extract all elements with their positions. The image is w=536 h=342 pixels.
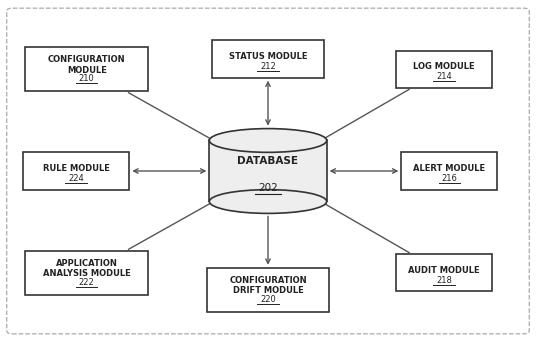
- Text: 214: 214: [436, 72, 452, 81]
- Text: DATABASE: DATABASE: [237, 156, 299, 166]
- Bar: [23, 152, 129, 190]
- Bar: [396, 51, 492, 88]
- Polygon shape: [210, 141, 326, 201]
- Ellipse shape: [210, 129, 326, 152]
- Text: 224: 224: [68, 174, 84, 183]
- Text: 212: 212: [260, 62, 276, 71]
- Text: 220: 220: [260, 295, 276, 304]
- Bar: [25, 251, 148, 295]
- Bar: [396, 254, 492, 291]
- Text: ALERT MODULE: ALERT MODULE: [413, 164, 486, 173]
- Text: APPLICATION
ANALYSIS MODULE: APPLICATION ANALYSIS MODULE: [43, 259, 131, 278]
- Bar: [25, 47, 148, 91]
- Text: 210: 210: [79, 74, 94, 83]
- Text: 216: 216: [441, 174, 457, 183]
- Text: CONFIGURATION
DRIFT MODULE: CONFIGURATION DRIFT MODULE: [229, 276, 307, 295]
- Ellipse shape: [210, 190, 326, 213]
- Text: AUDIT MODULE: AUDIT MODULE: [408, 265, 480, 275]
- Text: CONFIGURATION
MODULE: CONFIGURATION MODULE: [48, 55, 125, 75]
- Bar: [212, 40, 324, 78]
- Text: RULE MODULE: RULE MODULE: [42, 164, 109, 173]
- Text: 202: 202: [258, 183, 278, 193]
- FancyBboxPatch shape: [7, 8, 529, 334]
- Text: 218: 218: [436, 276, 452, 285]
- Bar: [207, 268, 329, 312]
- Bar: [401, 152, 497, 190]
- Text: 222: 222: [79, 278, 94, 287]
- Text: LOG MODULE: LOG MODULE: [413, 62, 475, 71]
- Text: STATUS MODULE: STATUS MODULE: [229, 52, 307, 61]
